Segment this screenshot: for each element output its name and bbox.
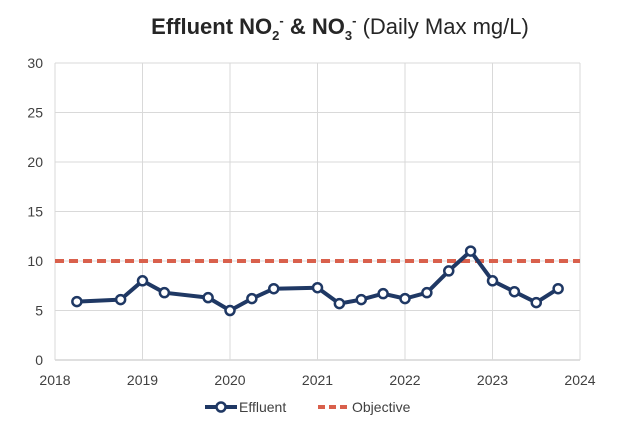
y-tick-label: 30 (27, 55, 43, 71)
x-tick-label: 2021 (302, 372, 333, 388)
effluent-point (114, 293, 127, 306)
effluent-point (530, 296, 542, 309)
effluent-point (399, 292, 411, 305)
effluent-point (268, 282, 280, 295)
y-tick-label: 15 (27, 204, 43, 220)
x-tick-label: 2020 (214, 372, 245, 388)
chart-title-part: 3 (345, 28, 352, 43)
grid (54, 62, 581, 361)
effluent-point (355, 293, 367, 306)
x-tick-label: 2024 (564, 372, 595, 388)
effluent-point (486, 275, 499, 287)
effluent-point (333, 297, 346, 310)
effluent-point (421, 286, 433, 299)
effluent-point (136, 275, 149, 287)
legend-objective-label: Objective (352, 399, 411, 415)
plot-area (55, 245, 580, 317)
chart-title-part: - (352, 13, 356, 28)
effluent-point (71, 295, 83, 308)
effluent-point (443, 265, 455, 277)
chart-title-part: & NO (284, 14, 345, 39)
legend: Effluent Objective (205, 399, 411, 415)
x-tick-label: 2018 (39, 372, 70, 388)
legend-effluent-marker (215, 401, 227, 413)
x-tick-label: 2023 (477, 372, 508, 388)
y-tick-label: 0 (35, 352, 43, 368)
effluent-point (246, 292, 258, 305)
effluent-point (158, 286, 171, 299)
chart-title: Effluent NO2- & NO3- (Daily Max mg/L) (151, 13, 529, 43)
chart-title-part: Effluent NO (151, 14, 272, 39)
chart-title-part: - (279, 13, 283, 28)
y-axis: 0 5 10 15 20 25 30 (27, 55, 43, 368)
legend-effluent-label: Effluent (239, 399, 286, 415)
y-tick-label: 20 (27, 154, 43, 170)
x-axis: 2018 2019 2020 2021 2022 2023 2024 (39, 372, 595, 388)
effluent-point (202, 291, 214, 304)
effluent-point (224, 304, 236, 317)
effluent-point (508, 285, 521, 298)
effluent-point (377, 287, 389, 300)
chart-title-part: 2 (272, 28, 279, 43)
x-tick-label: 2022 (389, 372, 420, 388)
chart-title-text: Effluent NO2- & NO3- (Daily Max mg/L) (151, 13, 529, 43)
chart-title-part: (Daily Max mg/L) (356, 14, 528, 39)
effluent-point (552, 282, 564, 295)
y-tick-label: 5 (35, 303, 43, 319)
effluent-line (76, 249, 560, 313)
y-tick-label: 10 (27, 253, 43, 269)
x-tick-label: 2019 (127, 372, 158, 388)
y-tick-label: 25 (27, 105, 43, 121)
effluent-point (464, 245, 477, 257)
effluent-point (311, 281, 324, 294)
